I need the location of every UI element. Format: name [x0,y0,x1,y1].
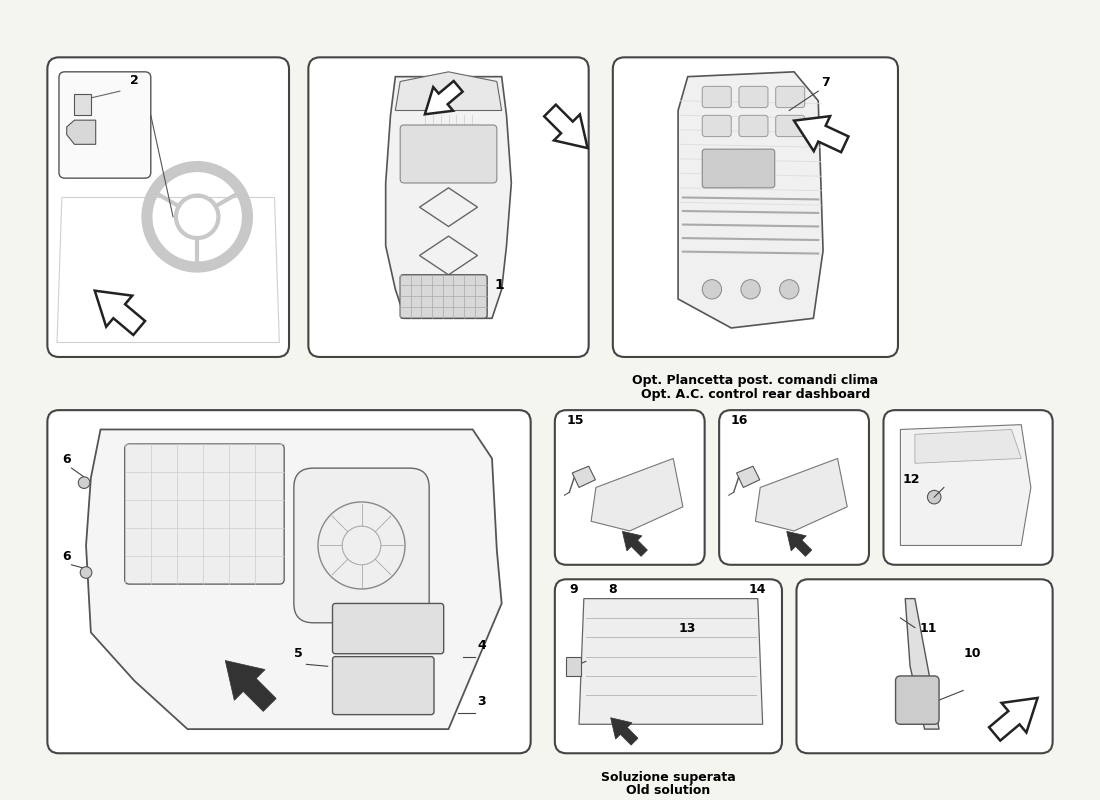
Text: 4: 4 [477,639,486,652]
Text: 3: 3 [477,695,486,708]
FancyBboxPatch shape [702,149,774,188]
Polygon shape [623,531,648,556]
Polygon shape [901,425,1031,546]
Text: 7: 7 [821,76,829,90]
Text: eurospares: eurospares [246,584,331,599]
FancyBboxPatch shape [554,579,782,754]
Text: Old solution: Old solution [626,784,711,798]
Text: Opt. A.C. control rear dashboard: Opt. A.C. control rear dashboard [641,388,870,401]
FancyBboxPatch shape [332,603,443,654]
Polygon shape [794,116,848,152]
Polygon shape [786,531,812,556]
Text: 5: 5 [294,646,302,660]
Text: 15: 15 [566,414,584,426]
Text: 16: 16 [730,414,748,426]
FancyBboxPatch shape [59,72,151,178]
Polygon shape [610,718,638,745]
Circle shape [78,477,90,489]
FancyBboxPatch shape [400,125,497,183]
Text: 12: 12 [903,473,921,486]
Text: 10: 10 [964,646,981,660]
Text: eurospares: eurospares [406,210,491,224]
Text: 1: 1 [495,278,505,292]
Polygon shape [386,77,512,318]
Circle shape [780,280,799,299]
FancyBboxPatch shape [702,86,732,107]
FancyBboxPatch shape [776,86,805,107]
FancyBboxPatch shape [739,86,768,107]
Polygon shape [678,72,823,328]
FancyBboxPatch shape [294,468,429,622]
Text: 6: 6 [62,550,70,563]
Text: 9: 9 [570,583,578,596]
Circle shape [80,566,91,578]
Polygon shape [756,458,847,531]
FancyBboxPatch shape [47,58,289,357]
Polygon shape [86,430,502,729]
Text: 14: 14 [748,583,766,596]
Polygon shape [67,120,96,144]
Polygon shape [75,94,91,115]
Text: 11: 11 [920,622,937,635]
Polygon shape [989,698,1037,741]
Polygon shape [737,466,760,487]
Circle shape [702,280,722,299]
Circle shape [927,490,940,504]
Text: Opt. Plancetta post. comandi clima: Opt. Plancetta post. comandi clima [632,374,879,387]
FancyBboxPatch shape [308,58,588,357]
Text: 2: 2 [130,74,139,87]
FancyBboxPatch shape [796,579,1053,754]
Bar [566,657,581,676]
FancyBboxPatch shape [776,115,805,137]
Polygon shape [395,72,502,110]
FancyBboxPatch shape [124,444,284,584]
Polygon shape [905,598,939,729]
FancyBboxPatch shape [883,410,1053,565]
Text: eurospares: eurospares [219,602,320,620]
Circle shape [741,280,760,299]
FancyBboxPatch shape [47,410,530,754]
Text: 8: 8 [608,583,617,596]
FancyBboxPatch shape [739,115,768,137]
Polygon shape [226,661,276,711]
Polygon shape [95,290,145,335]
FancyBboxPatch shape [554,410,705,565]
Polygon shape [591,458,683,531]
FancyBboxPatch shape [719,410,869,565]
Polygon shape [425,81,463,114]
Text: 6: 6 [62,454,70,466]
Polygon shape [915,430,1021,463]
FancyBboxPatch shape [702,115,732,137]
Text: Soluzione superata: Soluzione superata [601,770,736,784]
FancyBboxPatch shape [332,657,434,714]
Text: eurospares: eurospares [713,210,798,224]
Text: eurospares: eurospares [125,210,211,224]
FancyBboxPatch shape [400,275,487,318]
Text: 13: 13 [678,622,695,635]
Polygon shape [544,105,587,148]
FancyBboxPatch shape [613,58,898,357]
Polygon shape [579,598,762,724]
FancyBboxPatch shape [895,676,939,724]
Polygon shape [572,466,595,487]
